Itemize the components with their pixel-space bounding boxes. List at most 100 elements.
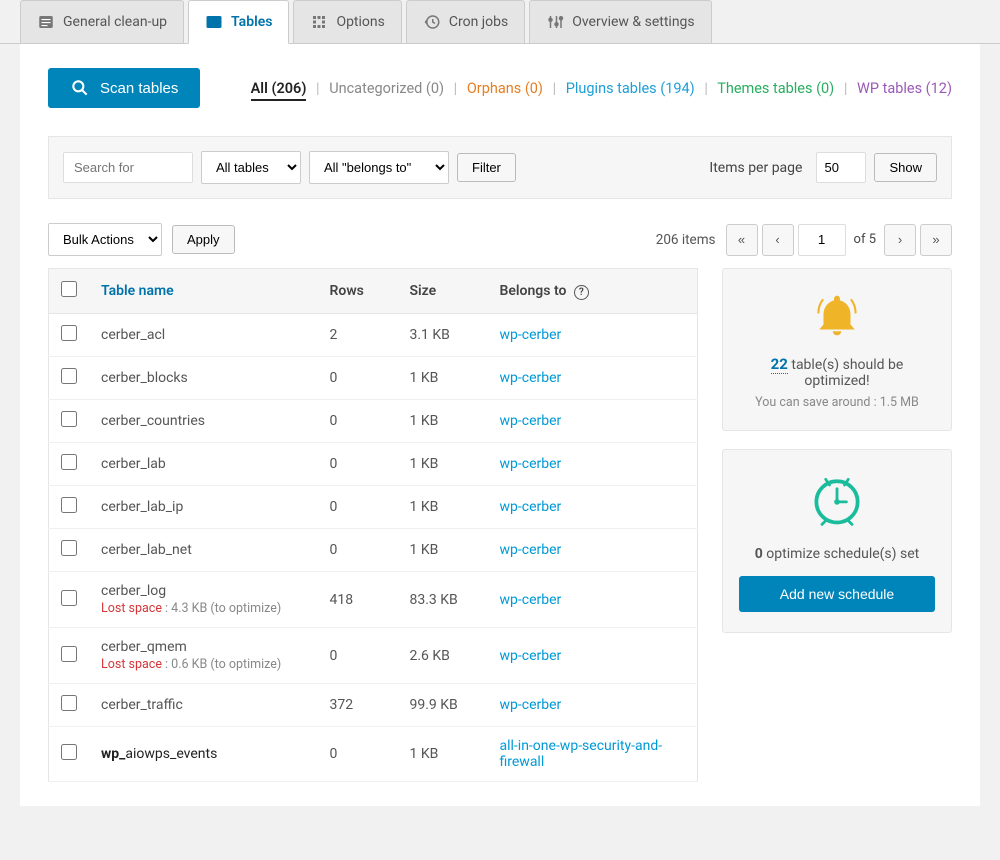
table-row: cerber_countries01 KB wp-cerber [49, 400, 698, 443]
column-belongs[interactable]: Belongs to ? [488, 269, 698, 314]
tab-label: Overview & settings [572, 14, 694, 30]
row-checkbox[interactable] [61, 646, 77, 662]
filter-wp[interactable]: WP tables (12) [857, 80, 952, 97]
help-icon[interactable]: ? [574, 285, 589, 300]
page-first-button[interactable]: « [726, 224, 758, 256]
filter-links: All (206) | Uncategorized (0) | Orphans … [251, 80, 952, 97]
row-checkbox[interactable] [61, 695, 77, 711]
table-row: wp_aiowps_events01 KBall-in-one-wp-secur… [49, 727, 698, 782]
belongs-link[interactable]: wp-cerber [500, 697, 562, 713]
history-icon [423, 13, 441, 31]
belongs-link[interactable]: all-in-one-wp-security-and-firewall [500, 738, 663, 770]
table-row: cerber_qmemLost space : 0.6 KB (to optim… [49, 628, 698, 684]
tab-cron-jobs[interactable]: Cron jobs [406, 0, 525, 43]
table-row: cerber_acl23.1 KBwp-cerber [49, 314, 698, 357]
filter-plugins[interactable]: Plugins tables (194) [566, 80, 695, 97]
tab-options[interactable]: Options [293, 0, 401, 43]
sliders-icon [546, 13, 564, 31]
schedule-text: 0 optimize schedule(s) set [739, 546, 935, 562]
cell-name: cerber_lab_ip [89, 486, 318, 529]
row-checkbox[interactable] [61, 411, 77, 427]
row-checkbox[interactable] [61, 540, 77, 556]
page-last-button[interactable]: » [920, 224, 952, 256]
cell-size: 1 KB [398, 727, 488, 782]
bell-icon [810, 289, 864, 343]
filter-themes[interactable]: Themes tables (0) [717, 80, 834, 97]
belongs-link[interactable]: wp-cerber [500, 542, 562, 558]
belongs-link[interactable]: wp-cerber [500, 370, 562, 386]
table-row: cerber_traffic37299.9 KB wp-cerber [49, 684, 698, 727]
belongs-link[interactable]: wp-cerber [500, 592, 562, 608]
filter-button[interactable]: Filter [457, 153, 516, 182]
tab-label: Tables [231, 14, 272, 30]
page-next-button[interactable]: › [884, 224, 916, 256]
column-size[interactable]: Size [398, 269, 488, 314]
filter-orphans[interactable]: Orphans (0) [467, 80, 543, 97]
page-number-input[interactable] [798, 224, 846, 256]
cell-rows: 0 [318, 357, 398, 400]
belongs-link[interactable]: wp-cerber [500, 499, 562, 515]
clock-icon [807, 470, 867, 530]
tables-dropdown[interactable]: All tables [201, 151, 301, 184]
table-row: cerber_logLost space : 4.3 KB (to optimi… [49, 572, 698, 628]
column-name[interactable]: Table name [89, 269, 318, 314]
select-all-checkbox[interactable] [61, 281, 77, 297]
cell-size: 1 KB [398, 443, 488, 486]
filter-all[interactable]: All (206) [251, 80, 307, 101]
optimize-count[interactable]: 22 [771, 355, 788, 374]
cell-size: 2.6 KB [398, 628, 488, 684]
cell-rows: 372 [318, 684, 398, 727]
schedule-card: 0 optimize schedule(s) set Add new sched… [722, 449, 952, 633]
tables-table: Table name Rows Size Belongs to ? cerber… [48, 268, 698, 782]
apply-button[interactable]: Apply [172, 225, 235, 254]
cell-name: cerber_logLost space : 4.3 KB (to optimi… [89, 572, 318, 628]
cell-rows: 0 [318, 443, 398, 486]
row-checkbox[interactable] [61, 744, 77, 760]
items-per-page-label: Items per page [709, 160, 802, 176]
cell-size: 1 KB [398, 486, 488, 529]
tab-label: General clean-up [63, 14, 167, 30]
cell-size: 1 KB [398, 400, 488, 443]
show-button[interactable]: Show [874, 153, 937, 182]
page-prev-button[interactable]: ‹ [762, 224, 794, 256]
tabs-bar: General clean-up Tables Options Cron job… [0, 0, 1000, 44]
tab-tables[interactable]: Tables [188, 0, 289, 44]
belongs-link[interactable]: wp-cerber [500, 327, 562, 343]
cell-name: cerber_blocks [89, 357, 318, 400]
tab-general-cleanup[interactable]: General clean-up [20, 0, 184, 43]
pagination-items: 206 items [656, 232, 716, 248]
scan-label: Scan tables [100, 80, 178, 97]
cell-name: cerber_lab [89, 443, 318, 486]
search-input[interactable] [63, 152, 193, 183]
cell-size: 99.9 KB [398, 684, 488, 727]
belongs-dropdown[interactable]: All "belongs to" [309, 151, 449, 184]
add-schedule-button[interactable]: Add new schedule [739, 576, 935, 612]
items-per-page-input[interactable] [816, 152, 866, 183]
search-icon [70, 78, 90, 98]
column-rows[interactable]: Rows [318, 269, 398, 314]
lost-space: Lost space : 0.6 KB (to optimize) [101, 657, 306, 672]
belongs-link[interactable]: wp-cerber [500, 413, 562, 429]
cell-size: 1 KB [398, 529, 488, 572]
cell-name: cerber_countries [89, 400, 318, 443]
table-row: cerber_lab01 KB wp-cerber [49, 443, 698, 486]
table-row: cerber_blocks01 KB wp-cerber [49, 357, 698, 400]
belongs-link[interactable]: wp-cerber [500, 456, 562, 472]
belongs-link[interactable]: wp-cerber [500, 648, 562, 664]
filter-bar: All tables All "belongs to" Filter Items… [48, 136, 952, 199]
cell-rows: 418 [318, 572, 398, 628]
scan-tables-button[interactable]: Scan tables [48, 68, 200, 108]
cell-size: 1 KB [398, 357, 488, 400]
row-checkbox[interactable] [61, 325, 77, 341]
cell-rows: 0 [318, 400, 398, 443]
row-checkbox[interactable] [61, 454, 77, 470]
cell-name: cerber_traffic [89, 684, 318, 727]
row-checkbox[interactable] [61, 590, 77, 606]
tab-overview-settings[interactable]: Overview & settings [529, 0, 711, 43]
bulk-actions-select[interactable]: Bulk Actions [48, 223, 162, 256]
row-checkbox[interactable] [61, 368, 77, 384]
cell-rows: 0 [318, 727, 398, 782]
list-icon [37, 13, 55, 31]
row-checkbox[interactable] [61, 497, 77, 513]
filter-uncategorized[interactable]: Uncategorized (0) [329, 80, 444, 97]
